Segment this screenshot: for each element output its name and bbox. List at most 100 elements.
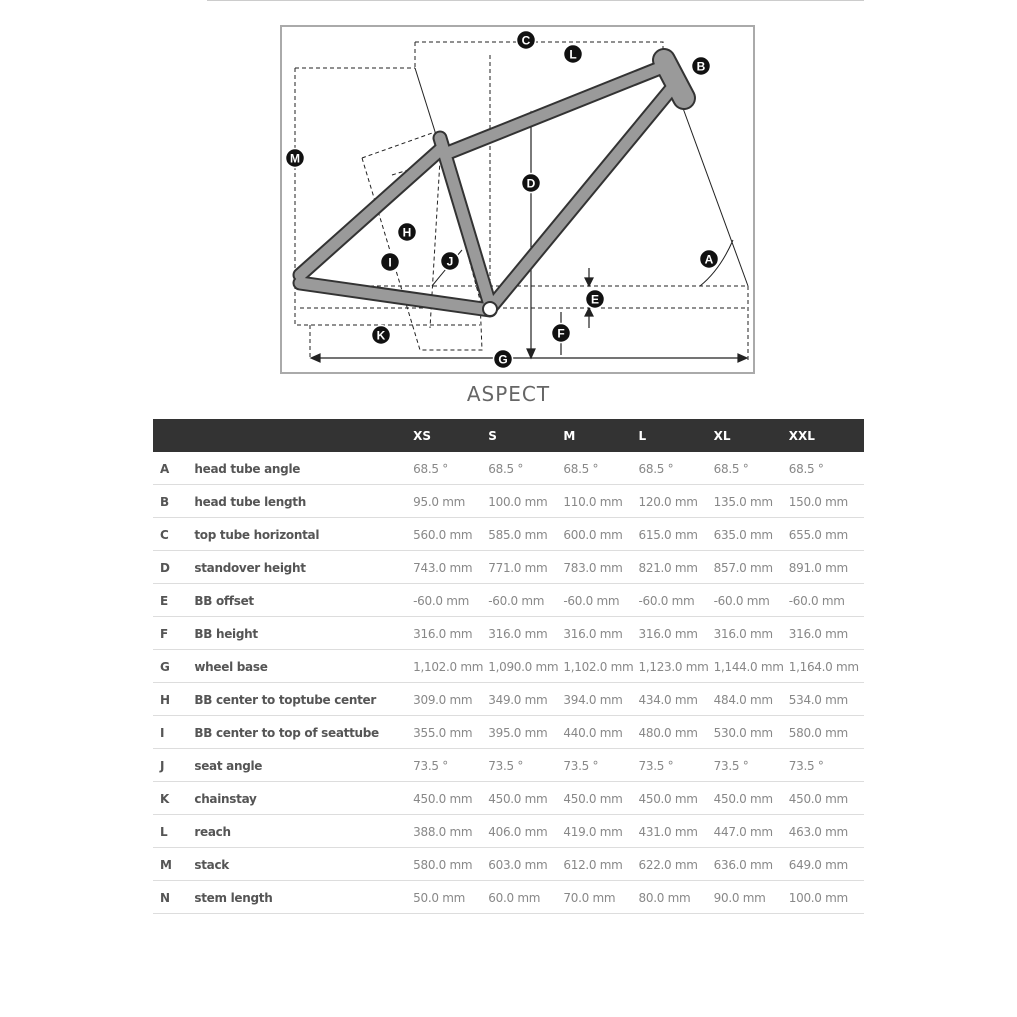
- row-key: J: [153, 748, 195, 782]
- row-value: 580.0 mm: [788, 715, 864, 749]
- row-label: BB center to top of seattube: [194, 715, 414, 749]
- row-value: 120.0 mm: [638, 484, 714, 518]
- size-header-m: M: [563, 428, 576, 443]
- row-value: 80.0 mm: [638, 880, 714, 914]
- row-value: 316.0 mm: [713, 616, 789, 650]
- row-value: 388.0 mm: [413, 814, 489, 848]
- row-value: 463.0 mm: [788, 814, 864, 848]
- row-label: stem length: [194, 880, 414, 914]
- dimension-markers: A B C D E F G H I J K L M: [284, 29, 720, 370]
- row-value: 73.5 °: [413, 748, 489, 782]
- row-value: -60.0 mm: [788, 583, 864, 617]
- row-value: 1,164.0 mm: [788, 649, 864, 683]
- marker-label: G: [498, 353, 507, 367]
- size-header-xl: XL: [713, 428, 731, 443]
- row-key: K: [153, 781, 195, 815]
- row-value: 649.0 mm: [788, 847, 864, 881]
- row-label: chainstay: [194, 781, 414, 815]
- marker-e: E: [584, 288, 606, 310]
- row-value: 68.5 °: [788, 452, 864, 485]
- row-key: D: [153, 550, 195, 584]
- row-value: 771.0 mm: [488, 550, 564, 584]
- row-value: 135.0 mm: [713, 484, 789, 518]
- row-value: 73.5 °: [563, 748, 639, 782]
- row-value: 73.5 °: [638, 748, 714, 782]
- row-value: 95.0 mm: [413, 484, 489, 518]
- marker-label: K: [377, 329, 386, 343]
- row-value: 431.0 mm: [638, 814, 714, 848]
- row-value: 309.0 mm: [413, 682, 489, 716]
- row-value: 68.5 °: [638, 452, 714, 485]
- row-value: 68.5 °: [563, 452, 639, 485]
- row-value: 615.0 mm: [638, 517, 714, 551]
- row-value: 655.0 mm: [788, 517, 864, 551]
- row-value: 534.0 mm: [788, 682, 864, 716]
- table-row: H BB center to toptube center 309.0 mm 349.…: [153, 682, 864, 716]
- row-label: standover height: [194, 550, 414, 584]
- marker-label: B: [697, 60, 706, 74]
- row-label: head tube length: [194, 484, 414, 518]
- row-label: BB center to toptube center: [194, 682, 414, 716]
- marker-h: H: [396, 221, 418, 243]
- table-header-row: XS S M L XL XXL: [153, 419, 864, 452]
- row-key: G: [153, 649, 195, 683]
- row-key: B: [153, 484, 195, 518]
- row-value: 891.0 mm: [788, 550, 864, 584]
- row-value: 603.0 mm: [488, 847, 564, 881]
- row-value: 484.0 mm: [713, 682, 789, 716]
- row-key: L: [153, 814, 195, 848]
- top-divider: [207, 0, 864, 1]
- row-value: 1,144.0 mm: [713, 649, 789, 683]
- row-value: 585.0 mm: [488, 517, 564, 551]
- row-value: 580.0 mm: [413, 847, 489, 881]
- row-value: 73.5 °: [713, 748, 789, 782]
- size-header-xxl: XXL: [788, 428, 815, 443]
- row-value: 70.0 mm: [563, 880, 639, 914]
- row-value: 450.0 mm: [563, 781, 639, 815]
- marker-label: J: [447, 255, 454, 269]
- row-label: BB height: [194, 616, 414, 650]
- model-title: ASPECT: [466, 382, 551, 406]
- row-value: -60.0 mm: [488, 583, 564, 617]
- row-value: 316.0 mm: [563, 616, 639, 650]
- marker-label: C: [522, 34, 531, 48]
- row-value: 636.0 mm: [713, 847, 789, 881]
- size-header-l: L: [638, 428, 647, 443]
- row-label: top tube horizontal: [194, 517, 414, 551]
- row-value: 600.0 mm: [563, 517, 639, 551]
- marker-a: A: [698, 248, 720, 270]
- row-value: 450.0 mm: [638, 781, 714, 815]
- row-value: 1,090.0 mm: [488, 649, 564, 683]
- marker-d: D: [520, 172, 542, 194]
- row-value: 450.0 mm: [713, 781, 789, 815]
- row-value: 110.0 mm: [563, 484, 639, 518]
- row-value: 73.5 °: [788, 748, 864, 782]
- row-value: 450.0 mm: [788, 781, 864, 815]
- marker-label: L: [569, 48, 576, 62]
- row-value: 68.5 °: [713, 452, 789, 485]
- row-value: 857.0 mm: [713, 550, 789, 584]
- row-value: -60.0 mm: [713, 583, 789, 617]
- row-value: -60.0 mm: [638, 583, 714, 617]
- row-value: 100.0 mm: [488, 484, 564, 518]
- row-label: head tube angle: [194, 452, 414, 485]
- bike-frame: [292, 48, 696, 318]
- marker-l: L: [562, 43, 584, 65]
- row-value: 349.0 mm: [488, 682, 564, 716]
- row-value: 419.0 mm: [563, 814, 639, 848]
- marker-g: G: [492, 348, 514, 370]
- marker-label: M: [290, 152, 300, 166]
- row-key: H: [153, 682, 195, 716]
- row-value: 783.0 mm: [563, 550, 639, 584]
- row-value: 316.0 mm: [788, 616, 864, 650]
- row-value: 316.0 mm: [413, 616, 489, 650]
- marker-label: E: [591, 293, 599, 307]
- size-header-xs: XS: [413, 428, 432, 443]
